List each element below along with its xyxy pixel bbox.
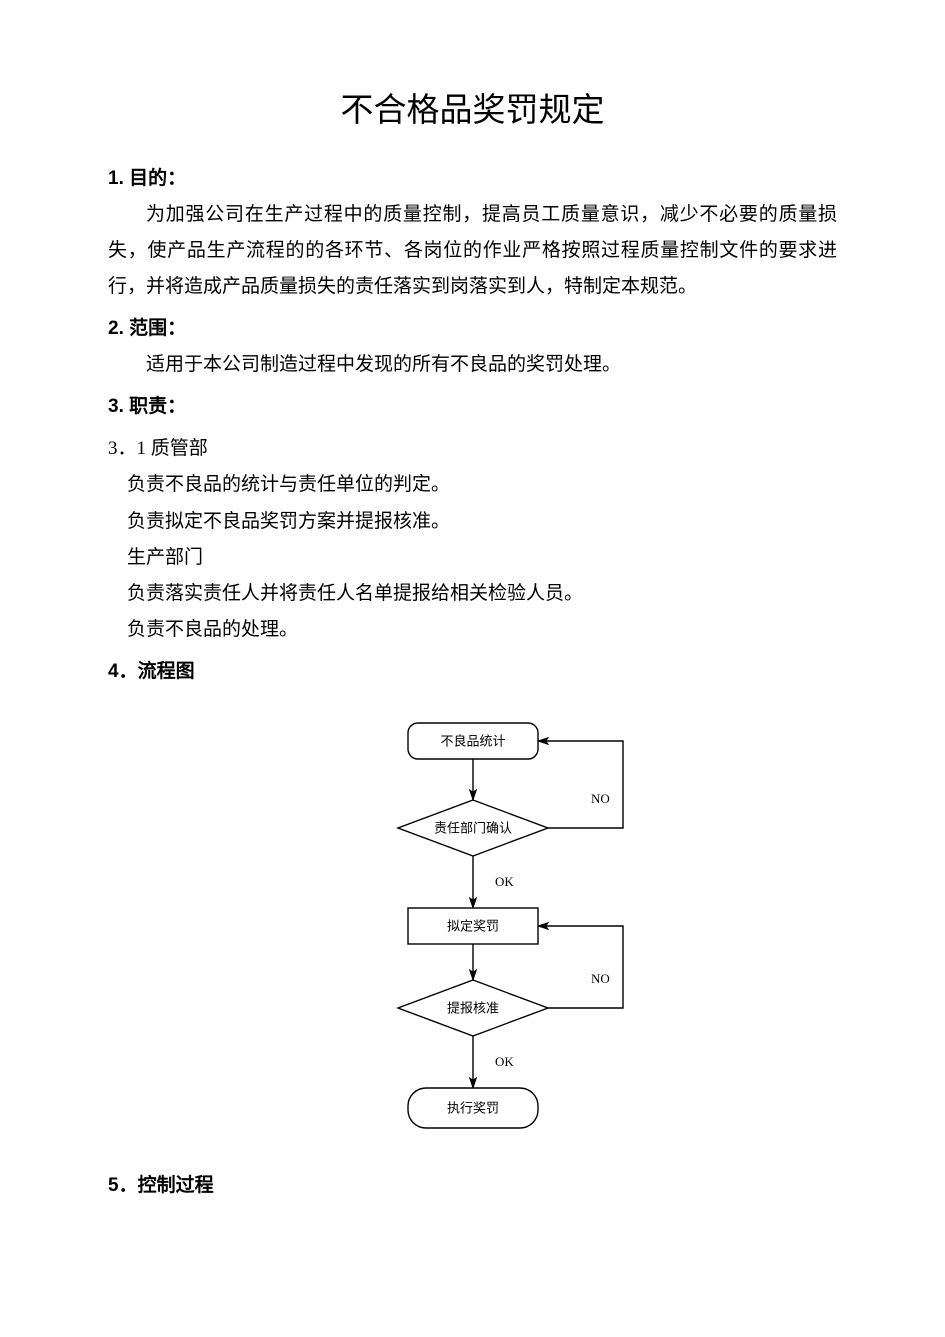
resp-line-2: 负责拟定不良品奖罚方案并提报核准。 <box>127 504 837 540</box>
flow-edge-label: OK <box>495 874 514 889</box>
flow-node-label: 拟定奖罚 <box>446 919 498 934</box>
heading-control-process: 5．控制过程 <box>108 1168 837 1204</box>
scope-body: 适用于本公司制造过程中发现的所有不良品的奖罚处理。 <box>108 347 837 383</box>
heading-purpose: 1. 目的： <box>108 161 837 197</box>
sub-quality-dept: 3．1 质管部 <box>108 431 837 467</box>
flow-node-label: 责任部门确认 <box>433 821 511 836</box>
heading-scope: 2. 范围： <box>108 311 837 347</box>
flow-node-label: 提报核准 <box>446 1001 498 1016</box>
flow-edge-label: OK <box>495 1054 514 1069</box>
sub-production-dept: 生产部门 <box>127 540 837 576</box>
doc-title: 不合格品奖罚规定 <box>108 80 837 143</box>
resp-line-3: 负责落实责任人并将责任人名单提报给相关检验人员。 <box>127 576 837 612</box>
flow-node-label: 执行奖罚 <box>446 1101 498 1116</box>
flow-edge-label: NO <box>591 791 610 806</box>
flow-node-label: 不良品统计 <box>440 734 505 749</box>
heading-responsibility: 3. 职责： <box>108 389 837 425</box>
resp-line-1: 负责不良品的统计与责任单位的判定。 <box>127 467 837 503</box>
resp-line-4: 负责不良品的处理。 <box>127 612 837 648</box>
flow-edge-label: NO <box>591 971 610 986</box>
flow-edge <box>538 741 623 828</box>
heading-flowchart: 4．流程图 <box>108 654 837 690</box>
flowchart-container: OK OK NO NO 不良品统计责任部门确认拟定奖罚提报核准执行奖罚 <box>108 708 837 1138</box>
flow-edge <box>538 926 623 1008</box>
purpose-body: 为加强公司在生产过程中的质量控制，提高员工质量意识，减少不必要的质量损失，使产品… <box>108 197 837 305</box>
flowchart-svg: OK OK NO NO 不良品统计责任部门确认拟定奖罚提报核准执行奖罚 <box>303 708 643 1138</box>
